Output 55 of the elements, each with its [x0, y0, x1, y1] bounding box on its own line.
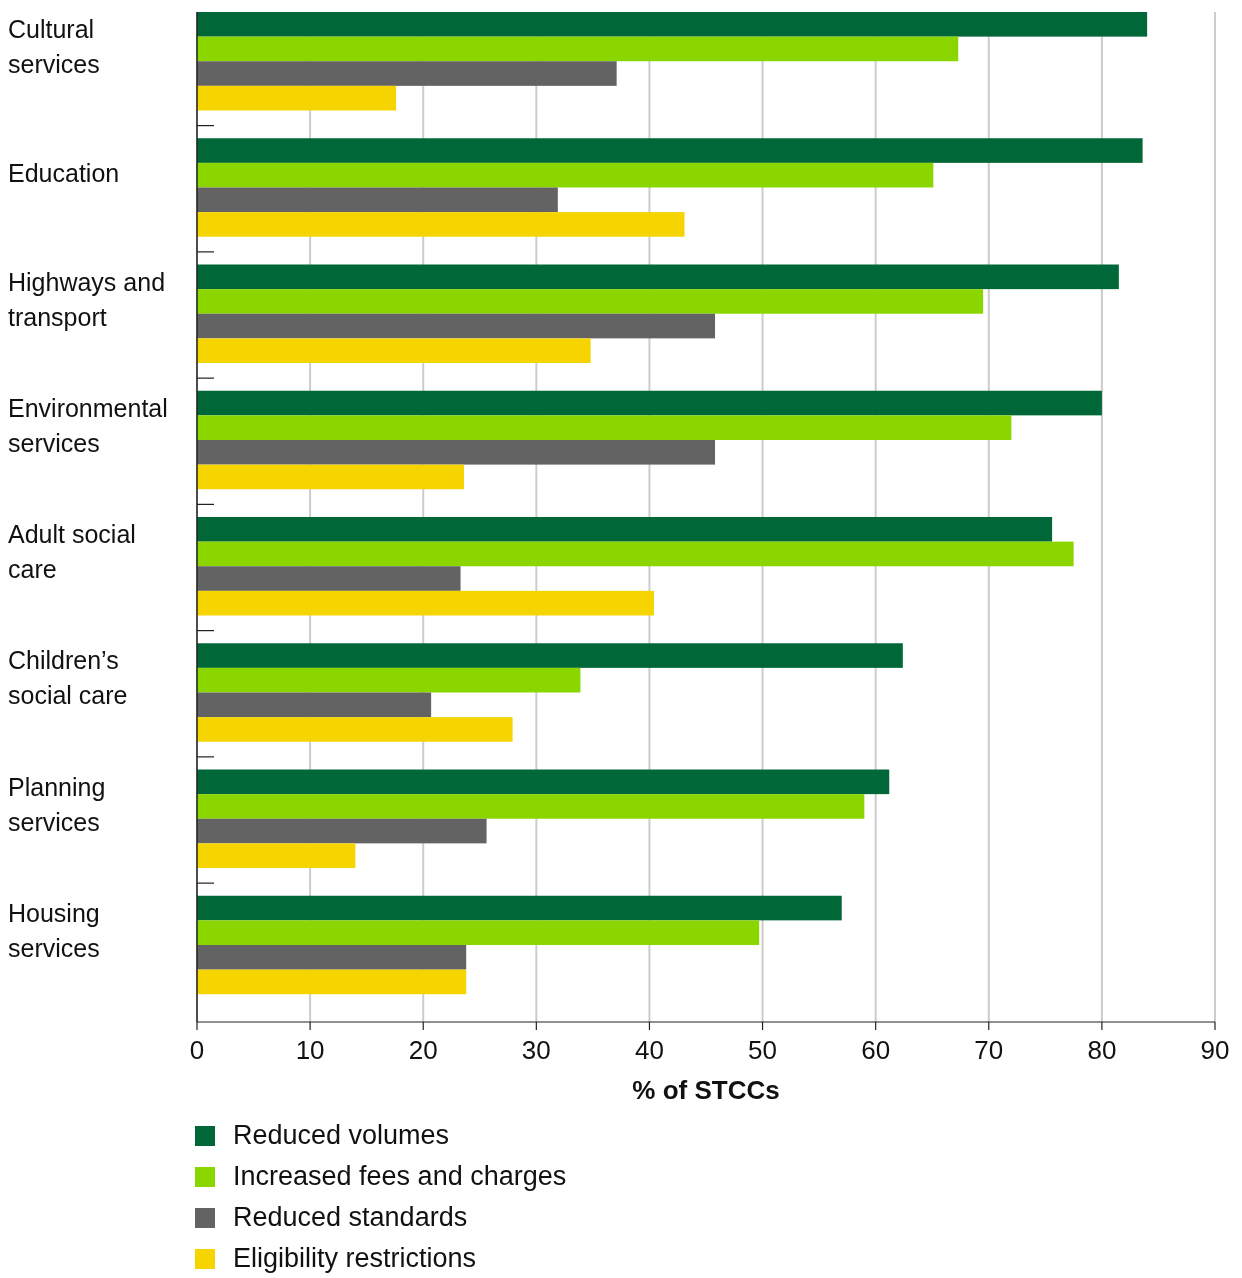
y-tick-label: Cultural services	[8, 14, 100, 78]
bar	[197, 36, 959, 62]
x-tick-label: 60	[861, 1035, 891, 1065]
bar	[197, 692, 432, 718]
y-tick-label: Planning services	[8, 772, 106, 836]
y-tick-label: Children’s social care	[8, 645, 128, 709]
bar	[197, 969, 467, 995]
bar	[197, 541, 1074, 567]
x-tick-label: 0	[189, 1035, 205, 1065]
x-tick-label: 30	[521, 1035, 551, 1065]
legend-label: Reduced standards	[233, 1202, 468, 1233]
bar	[197, 212, 685, 237]
bar	[197, 162, 934, 188]
y-tick-label: Environmental services	[8, 393, 168, 457]
bar	[197, 289, 984, 314]
legend-label: Increased fees and charges	[233, 1161, 567, 1192]
bar	[197, 843, 356, 868]
bar	[197, 667, 581, 693]
bar	[197, 517, 1053, 542]
bar	[197, 643, 903, 668]
x-tick-label: 50	[748, 1035, 778, 1065]
legend-label: Eligibility restrictions	[233, 1243, 477, 1274]
bar	[197, 264, 1119, 290]
bar	[197, 390, 1102, 416]
bar	[197, 338, 591, 363]
bar	[197, 769, 890, 795]
x-tick-label: 80	[1087, 1035, 1117, 1065]
y-tick-label: Housing services	[8, 898, 100, 962]
bar	[197, 920, 760, 945]
bar	[197, 138, 1143, 163]
bar	[197, 439, 716, 465]
bar	[197, 590, 654, 616]
bar	[197, 794, 865, 819]
bar	[197, 12, 1148, 37]
y-tick-label: Education	[8, 158, 120, 187]
bar	[197, 944, 467, 970]
bar	[197, 717, 513, 742]
bar	[197, 818, 487, 844]
x-tick-label: 10	[295, 1035, 325, 1065]
y-tick-label: Highways and transport	[8, 267, 166, 331]
bar	[197, 566, 461, 591]
bar	[197, 415, 1012, 440]
bar	[197, 85, 397, 111]
bar	[197, 464, 464, 490]
x-axis-title: % of STCCs	[632, 1075, 780, 1105]
x-tick-label: 20	[408, 1035, 438, 1065]
legend-label: Reduced volumes	[233, 1120, 450, 1151]
bar	[197, 187, 558, 213]
bar	[197, 313, 716, 339]
x-tick-label: 40	[634, 1035, 664, 1065]
x-tick-label: 70	[974, 1035, 1004, 1065]
y-tick-label: Adult social care	[8, 519, 136, 583]
bar	[197, 895, 842, 921]
bar	[197, 61, 617, 86]
x-tick-label: 90	[1200, 1035, 1230, 1065]
